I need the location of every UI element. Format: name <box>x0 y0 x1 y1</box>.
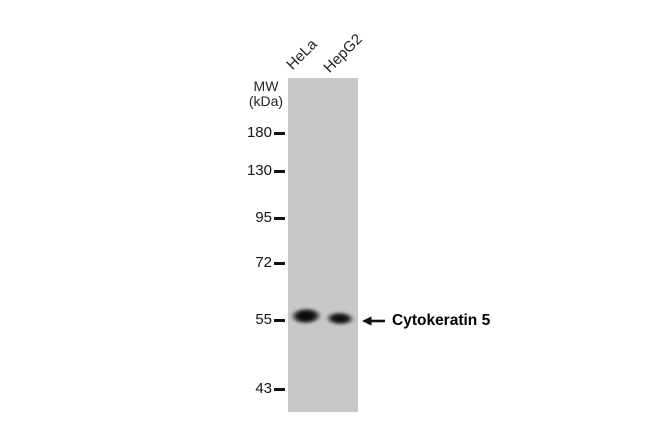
mw-tick-mark-43 <box>274 388 285 391</box>
mw-tick-mark-130 <box>274 170 285 173</box>
mw-tick-label-72: 72 <box>255 254 272 271</box>
mw-tick-mark-55 <box>274 319 285 322</box>
mw-tick-mark-180 <box>274 132 285 135</box>
mw-tick-mark-95 <box>274 217 285 220</box>
band-hepg2-55kda <box>323 310 357 327</box>
mw-tick-label-180: 180 <box>246 124 272 141</box>
lane-label-hepg2: HepG2 <box>320 30 366 77</box>
band-annotation: Cytokeratin 5 <box>362 312 490 330</box>
annotation-label: Cytokeratin 5 <box>392 312 491 329</box>
mw-tick-label-95: 95 <box>255 209 272 226</box>
left-arrow-icon <box>362 316 385 326</box>
mw-tick-mark-72 <box>274 262 285 265</box>
mw-header-line2: (kDa) <box>248 93 284 109</box>
lane-label-hela: HeLa <box>283 35 321 74</box>
mw-tick-label-43: 43 <box>255 380 272 397</box>
mw-axis-header: MW (kDa) <box>243 79 289 109</box>
mw-header-line1: MW <box>253 78 279 94</box>
gel-strip <box>288 78 358 412</box>
band-hela-55kda <box>288 306 324 326</box>
mw-tick-label-55: 55 <box>255 311 272 328</box>
mw-tick-label-130: 130 <box>246 162 272 179</box>
